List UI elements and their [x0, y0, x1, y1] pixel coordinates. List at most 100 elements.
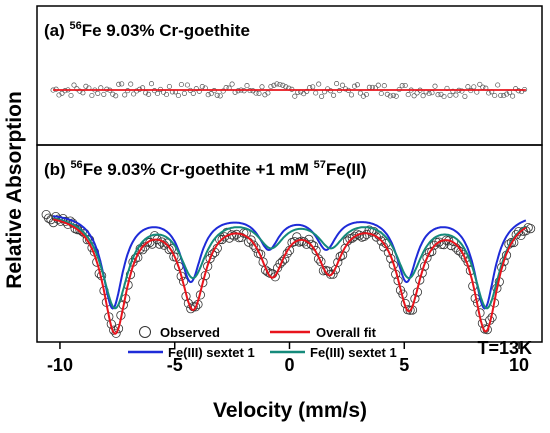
panel-b-observed-point — [506, 237, 516, 248]
panel-a-observed-point — [59, 90, 65, 96]
panel-a-label: (a) 56Fe 9.03% Cr-goethite — [44, 20, 250, 40]
temperature-annotation: T=13K — [477, 338, 532, 358]
panel-a-observed-point — [495, 82, 501, 88]
x-tick-label: -5 — [167, 355, 183, 375]
panel-a-observed-point — [89, 92, 95, 99]
panel-a-observed-point — [71, 82, 77, 88]
panel-b-observed-point — [415, 275, 425, 285]
panel-a-observed-point — [435, 92, 441, 98]
panel-a-observed-point — [411, 93, 417, 99]
panel-a-observed-point — [438, 91, 444, 97]
panel-a-prefix: (a) — [44, 21, 70, 40]
panel-a-observed-point — [134, 88, 140, 94]
panel-b-overall-fit-line — [52, 218, 527, 335]
panel-b-observed-point — [525, 224, 536, 234]
panel-a-observed-point — [101, 91, 107, 97]
panel-a-observed-point — [244, 83, 250, 89]
panel-b-observed-point — [263, 267, 273, 277]
panel-b-observed-point — [113, 323, 124, 334]
panel-a-observed-point — [271, 82, 277, 88]
panel-b-observed-point — [217, 234, 227, 245]
panel-a-observed-point — [399, 83, 405, 89]
panel-a-observed-point — [178, 81, 184, 88]
panel-a-observed-point — [220, 88, 226, 94]
x-axis-title: Velocity (mm/s) — [213, 399, 367, 422]
panel-a-observed-point — [163, 91, 170, 98]
panel-b-observed-point — [316, 256, 326, 267]
panel-b-observed-point — [162, 238, 172, 248]
panel-a-observed-point — [110, 91, 116, 97]
panel-b-observed-point — [410, 294, 420, 304]
panel-a-observed-point — [277, 81, 283, 88]
panel-b-observed-point — [456, 247, 466, 257]
panel-a-observed-point — [146, 91, 152, 97]
panel-a-observed-point — [354, 82, 360, 88]
panel-a-observed-point — [498, 92, 504, 98]
panel-a-observed-point — [501, 93, 507, 99]
panel-a-observed-point — [381, 83, 387, 89]
panel-a-isotope: 56 — [70, 20, 82, 32]
panel-a-observed-point — [205, 92, 211, 98]
panel-a-observed-point — [310, 84, 316, 90]
panel-a-observed-point — [181, 90, 187, 96]
panel-b-sextet-blue-line — [52, 215, 527, 310]
panel-a-observed-point — [319, 93, 325, 99]
panel-a-observed-point — [199, 84, 205, 90]
panel-a-observed-point — [462, 93, 468, 99]
panel-a-observed-point — [95, 90, 101, 96]
panel-a-data — [50, 81, 528, 100]
panel-a-observed-point — [274, 81, 280, 87]
panel-b-observed-point — [289, 237, 299, 247]
panel-b-observed-point — [429, 240, 439, 250]
panel-a-observed-point — [342, 86, 349, 92]
panel-a-observed-point — [184, 82, 190, 88]
panel-a-observed-point — [348, 92, 355, 98]
panel-b-isotope2: 57 — [314, 159, 326, 171]
panel-b-observed-point — [422, 253, 432, 263]
panel-a-observed-point — [131, 91, 137, 97]
panel-b-prefix: (b) — [44, 160, 70, 179]
panel-a-observed-point — [113, 93, 119, 99]
panel-a-observed-point — [148, 81, 155, 87]
panel-b-observed-point — [359, 231, 369, 241]
legend-observed-label: Observed — [160, 325, 220, 340]
legend-sextet-blue-label: Fe(III) sextet 1 — [168, 345, 255, 360]
panel-b-observed-point — [376, 236, 386, 246]
panel-b-observed-point — [434, 237, 444, 247]
panel-a-observed-point — [122, 92, 128, 98]
panel-b-observed-point — [427, 246, 437, 257]
panel-a-observed-point — [119, 81, 125, 87]
panel-a-observed-point — [351, 83, 358, 89]
panel-a-observed-point — [378, 90, 384, 97]
panel-b-observed-point — [333, 257, 343, 267]
panel-a-observed-point — [214, 92, 220, 98]
panel-a-observed-point — [334, 81, 340, 87]
panel-a-observed-point — [229, 81, 235, 87]
x-tick-label: 0 — [284, 355, 294, 375]
panel-b-observed-point — [246, 235, 256, 245]
panel-a-observed-point — [83, 83, 89, 89]
panel-a-observed-point — [387, 93, 393, 99]
panel-a-observed-point — [465, 84, 471, 90]
panel-a-observed-point — [492, 92, 498, 99]
panel-a-observed-point — [429, 90, 435, 96]
panel-a-observed-point — [316, 81, 322, 87]
panel-b-observed-point — [330, 265, 340, 275]
panel-a-observed-point — [259, 84, 265, 90]
panel-a-observed-point — [217, 93, 223, 99]
x-tick-label: 10 — [509, 355, 529, 375]
panel-a-observed-point — [360, 93, 366, 99]
panel-a-observed-point — [420, 93, 426, 99]
panel-a-observed-point — [128, 81, 134, 87]
panel-b-text: Fe 9.03% Cr-goethite +1 mM — [83, 160, 314, 179]
panel-b-isotope: 56 — [70, 159, 82, 171]
panel-a-observed-point — [375, 82, 381, 88]
panel-b-observed-point — [219, 232, 230, 242]
panel-b-observed-point — [335, 251, 345, 262]
panel-a-observed-point — [432, 83, 438, 89]
panel-b-observed-point — [340, 243, 350, 253]
panel-b-observed-point — [248, 240, 259, 250]
panel-b-observed-point — [111, 328, 121, 338]
panel-a-observed-point — [453, 92, 459, 98]
panel-a-observed-point — [175, 92, 181, 99]
